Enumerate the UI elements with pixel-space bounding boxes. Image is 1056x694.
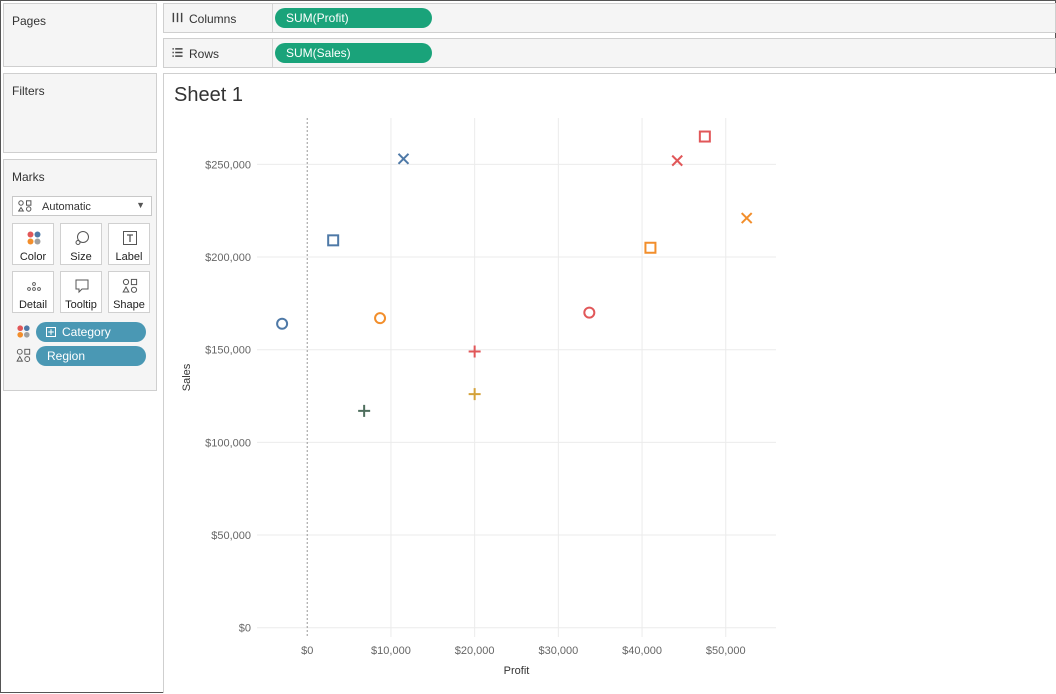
y-tick-label: $100,000 <box>205 437 251 449</box>
tooltip-card-label: Tooltip <box>65 299 97 311</box>
scatter-point-plus <box>468 388 481 401</box>
tooltip-icon <box>75 279 89 294</box>
tooltip-card[interactable]: Tooltip <box>60 271 102 313</box>
pages-title: Pages <box>12 14 47 28</box>
size-card-label: Size <box>70 251 92 263</box>
expand-plus-icon <box>46 327 56 337</box>
scatter-point-cross <box>397 153 410 165</box>
shape-card[interactable]: Shape <box>108 271 150 313</box>
x-tick-label: $30,000 <box>538 645 578 657</box>
x-axis-title: Profit <box>504 665 530 677</box>
columns-profit-label: SUM(Profit) <box>286 11 349 25</box>
rows-divider <box>272 39 273 67</box>
rows-sales-label: SUM(Sales) <box>286 46 351 60</box>
view-area <box>163 73 1056 693</box>
rows-shelf[interactable]: Rows SUM(Sales) <box>163 38 1056 68</box>
x-tick-label: $50,000 <box>706 645 746 657</box>
pages-shelf[interactable]: Pages <box>3 3 157 67</box>
columns-icon <box>172 12 183 23</box>
detail-icon <box>27 282 41 291</box>
shape-card-label: Shape <box>113 299 145 311</box>
scatter-point-circle <box>583 306 596 319</box>
detail-card-label: Detail <box>18 299 48 311</box>
rows-label: Rows <box>189 47 220 61</box>
label-card[interactable]: Label <box>108 223 150 265</box>
scatter-point-square <box>644 241 657 254</box>
scatter-point-cross <box>671 154 683 167</box>
y-tick-label: $0 <box>239 623 251 635</box>
y-tick-label: $250,000 <box>205 159 251 171</box>
shape-icon <box>122 278 138 293</box>
region-field-pill[interactable]: Region <box>36 346 146 366</box>
scatter-point-plus <box>468 345 481 358</box>
scatter-point-circle <box>374 312 387 325</box>
scatter-point-circle <box>276 317 289 330</box>
automatic-shapes-icon <box>18 200 32 212</box>
mark-type-dropdown[interactable]: Automatic ▼ <box>12 196 152 216</box>
filters-shelf[interactable]: Filters <box>3 73 157 153</box>
mark-type-label: Automatic <box>42 201 91 213</box>
marks-title: Marks <box>12 170 45 184</box>
y-axis-title: Sales <box>181 363 193 391</box>
columns-label: Columns <box>189 12 237 26</box>
scatter-point-cross <box>740 212 753 224</box>
category-field-label: Category <box>62 325 111 339</box>
x-tick-label: $40,000 <box>622 645 662 657</box>
scatter-point-square <box>327 234 340 247</box>
shape-encoding-icon <box>16 348 31 362</box>
detail-card[interactable]: Detail <box>12 271 54 313</box>
columns-shelf[interactable]: Columns SUM(Profit) <box>163 3 1056 33</box>
y-tick-label: $150,000 <box>205 345 251 357</box>
y-tick-label: $50,000 <box>211 530 251 542</box>
color-card[interactable]: Color <box>12 223 54 265</box>
filters-title: Filters <box>12 84 45 98</box>
size-card[interactable]: Size <box>60 223 102 265</box>
color-encoding-icon <box>17 325 30 338</box>
label-card-label: Label <box>115 251 143 263</box>
columns-profit-pill[interactable]: SUM(Profit) <box>275 8 432 28</box>
category-field-pill[interactable]: Category <box>36 322 146 342</box>
size-icon <box>75 231 89 245</box>
x-tick-label: $20,000 <box>455 645 495 657</box>
chevron-down-icon: ▼ <box>136 200 145 210</box>
x-tick-label: $10,000 <box>371 645 411 657</box>
scatter-point-plus <box>358 404 371 417</box>
color-card-label: Color <box>19 251 47 263</box>
rows-sales-pill[interactable]: SUM(Sales) <box>275 43 432 63</box>
color-icon <box>27 231 41 245</box>
rows-icon <box>172 48 183 57</box>
text-label-icon <box>123 231 137 245</box>
scatter-point-square <box>698 130 711 143</box>
region-field-label: Region <box>47 349 86 363</box>
columns-divider <box>272 4 273 32</box>
marks-card: Marks Automatic ▼ Color Size L <box>3 159 157 391</box>
y-tick-label: $200,000 <box>205 252 251 264</box>
sheet-title: Sheet 1 <box>174 84 243 106</box>
x-tick-label: $0 <box>301 645 313 657</box>
